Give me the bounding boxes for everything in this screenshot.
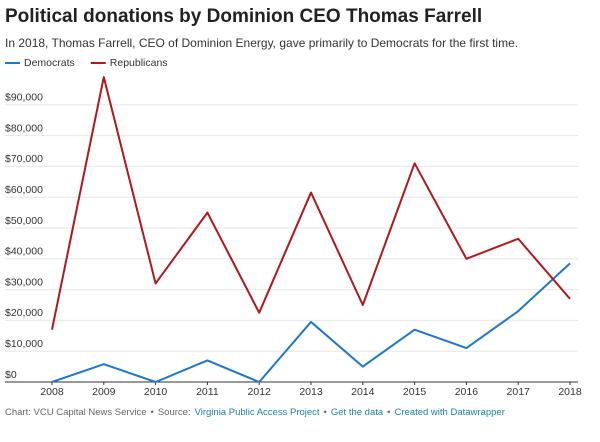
legend-label: Democrats: [24, 57, 75, 69]
datawrapper-link[interactable]: Created with Datawrapper: [394, 407, 505, 418]
x-tick-label: 2014: [351, 386, 375, 398]
separator: •: [387, 407, 391, 418]
chart-title: Political donations by Dominion CEO Thom…: [5, 6, 483, 27]
separator: •: [150, 407, 154, 418]
x-tick-label: 2016: [455, 386, 479, 398]
y-tick-label: $50,000: [5, 215, 43, 227]
y-tick-label: $70,000: [5, 153, 43, 165]
x-tick-label: 2015: [403, 386, 427, 398]
footer: Chart: VCU Capital News Service • Source…: [5, 407, 505, 418]
y-tick-label: $10,000: [5, 338, 43, 350]
series-line: [51, 76, 571, 330]
data-link[interactable]: Get the data: [330, 407, 384, 418]
y-tick-label: $60,000: [5, 184, 43, 196]
chart: Democrats Republicans $0 $10,000 $20,000 $30,…: [5, 57, 582, 398]
x-tick-label: 2011: [196, 386, 219, 398]
y-tick-label: $20,000: [5, 307, 43, 319]
y-tick-label: $80,000: [5, 122, 43, 134]
x-tick-label: 2018: [558, 386, 582, 398]
y-tick-label: $90,000: [5, 92, 43, 104]
separator: •: [323, 407, 327, 418]
x-tick-label: 2017: [507, 386, 531, 398]
x-tick-label: 2009: [92, 386, 116, 398]
y-tick-label: $30,000: [5, 276, 43, 288]
y-tick-label: $0: [5, 369, 17, 381]
legend-label: Republicans: [110, 57, 168, 69]
x-tick-label: 2013: [299, 386, 323, 398]
credit: Chart: VCU Capital News Service: [5, 407, 147, 418]
series-line: [51, 262, 571, 383]
x-tick-label: 2010: [144, 386, 168, 398]
source-label: Source:: [157, 407, 191, 418]
source-link[interactable]: Virginia Public Access Project: [194, 407, 320, 418]
chart-subtitle: In 2018, Thomas Farrell, CEO of Dominion…: [5, 36, 519, 50]
x-tick-label: 2008: [40, 386, 64, 398]
y-tick-label: $40,000: [5, 246, 43, 258]
x-tick-label: 2012: [248, 386, 272, 398]
